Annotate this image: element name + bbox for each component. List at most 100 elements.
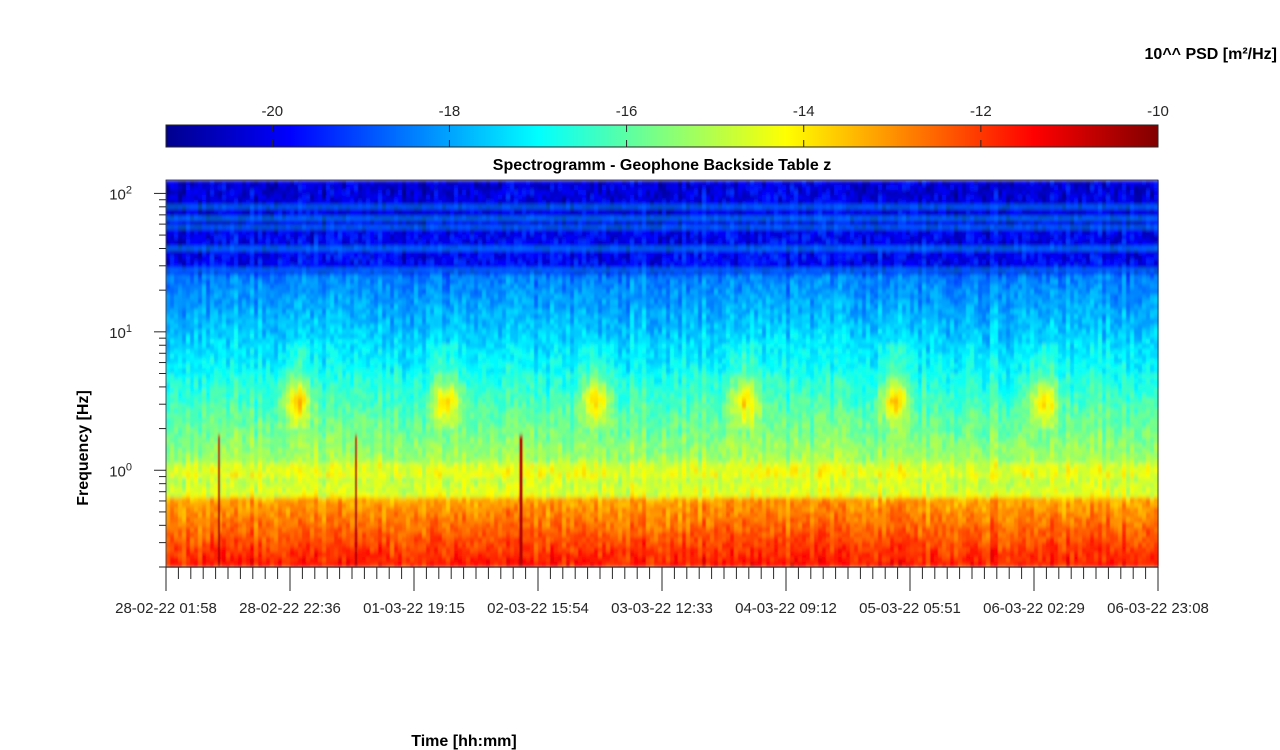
spectrogram-cell: [354, 254, 359, 260]
spectrogram-cell: [206, 527, 211, 533]
spectrogram-cell: [218, 467, 223, 474]
spectrogram-cell: [202, 562, 207, 568]
spectrogram-cell: [222, 517, 227, 523]
spectrogram-cell: [218, 333, 223, 340]
spectrogram-cell: [246, 472, 251, 479]
spectrogram-cell: [198, 477, 203, 484]
spectrogram-cell: [354, 403, 359, 409]
spectrogram-cell: [338, 304, 343, 310]
spectrogram-cell: [346, 403, 351, 409]
spectrogram-cell: [410, 194, 415, 201]
spectrogram-cell: [330, 358, 335, 365]
spectrogram-cell: [250, 418, 255, 424]
spectrogram-cell: [270, 194, 275, 201]
spectrogram-cell: [238, 457, 243, 464]
spectrogram-cell: [290, 388, 295, 394]
spectrogram-cell: [278, 254, 283, 260]
spectrogram-cell: [390, 219, 395, 226]
spectrogram-cell: [206, 358, 211, 365]
spectrogram-cell: [222, 462, 227, 469]
spectrogram-cell: [394, 304, 399, 310]
spectrogram-cell: [310, 219, 315, 226]
spectrogram-cell: [250, 477, 255, 484]
spectrogram-cell: [350, 353, 355, 360]
spectrogram-cell: [262, 383, 267, 389]
spectrogram-cell: [402, 264, 407, 270]
spectrogram-cell: [242, 333, 247, 340]
spectrogram-cell: [366, 507, 371, 514]
spectrogram-cell: [310, 244, 315, 251]
spectrogram-cell: [282, 294, 287, 300]
spectrogram-cell: [314, 562, 319, 568]
spectrogram-cell: [298, 542, 303, 548]
spectrogram-cell: [234, 492, 239, 499]
spectrogram-cell: [170, 413, 175, 419]
spectrogram-cell: [266, 562, 271, 568]
spectrogram-cell: [310, 259, 315, 265]
spectrogram-cell: [262, 418, 267, 424]
spectrogram-cell: [182, 403, 187, 409]
spectrogram-cell: [386, 234, 391, 241]
spectrogram-cell: [322, 557, 327, 563]
spectrogram-cell: [350, 492, 355, 499]
spectrogram-cell: [370, 512, 375, 518]
spectrogram-cell: [350, 244, 355, 251]
spectrogram-cell: [178, 527, 183, 533]
spectrogram-cell: [374, 403, 379, 409]
spectrogram-cell: [286, 383, 291, 389]
spectrogram-cell: [222, 442, 227, 449]
spectrogram-cell: [230, 244, 235, 251]
spectrogram-cell: [262, 477, 267, 484]
spectrogram-cell: [190, 279, 195, 285]
spectrogram-cell: [362, 189, 367, 196]
spectrogram-cell: [222, 348, 227, 355]
spectrogram-cell: [186, 472, 191, 479]
spectrogram-cell: [374, 323, 379, 330]
spectrogram-cell: [178, 313, 183, 320]
spectrogram-cell: [334, 249, 339, 256]
spectrogram-cell: [386, 244, 391, 251]
spectrogram-cell: [282, 438, 287, 444]
spectrogram-cell: [210, 323, 215, 330]
spectrogram-cell: [222, 249, 227, 256]
spectrogram-cell: [398, 562, 403, 568]
spectrogram-cell: [406, 388, 411, 394]
spectrogram-cell: [358, 318, 363, 325]
spectrogram-cell: [254, 343, 259, 350]
spectrogram-cell: [346, 189, 351, 196]
spectrogram-cell: [374, 274, 379, 280]
spectrogram-cell: [182, 393, 187, 399]
spectrogram-cell: [202, 348, 207, 355]
spectrogram-cell: [362, 299, 367, 305]
spectrogram-cell: [402, 284, 407, 290]
spectrogram-cell: [406, 214, 411, 221]
spectrogram-cell: [166, 323, 171, 330]
spectrogram-cell: [394, 378, 399, 385]
spectrogram-cell: [166, 279, 171, 285]
spectrogram-cell: [330, 423, 335, 429]
spectrogram-cell: [386, 199, 391, 206]
spectrogram-cell: [254, 447, 259, 454]
spectrogram-cell: [254, 497, 259, 504]
spectrogram-cell: [366, 199, 371, 206]
spectrogram-cell: [330, 189, 335, 196]
spectrogram-cell: [394, 398, 399, 404]
spectrogram-cell: [306, 214, 311, 221]
spectrogram-cell: [218, 398, 223, 404]
spectrogram-cell: [410, 428, 415, 434]
spectrogram-cell: [214, 244, 219, 251]
spectrogram-cell: [290, 482, 295, 489]
spectrogram-cell: [390, 249, 395, 256]
spectrogram-cell: [262, 259, 267, 265]
spectrogram-cell: [186, 304, 191, 310]
spectrogram-cell: [230, 373, 235, 380]
spectrogram-cell: [282, 457, 287, 464]
spectrogram-cell: [282, 532, 287, 538]
spectrogram-cell: [334, 279, 339, 285]
spectrogram-cell: [406, 442, 411, 449]
spectrogram-cell: [366, 189, 371, 196]
spectrogram-cell: [202, 289, 207, 295]
spectrogram-cell: [398, 398, 403, 404]
spectrogram-cell: [418, 239, 423, 246]
spectrogram-cell: [246, 487, 251, 494]
